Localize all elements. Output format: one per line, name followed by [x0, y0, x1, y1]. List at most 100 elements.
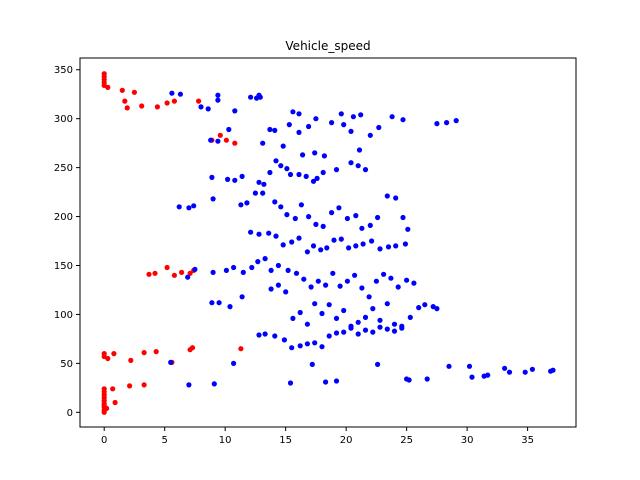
data-point [267, 126, 273, 133]
data-point [329, 120, 335, 126]
data-point [301, 276, 307, 282]
y-tick-label: 150 [54, 261, 73, 272]
data-point [211, 381, 217, 387]
data-point [358, 112, 364, 118]
data-point [359, 225, 365, 231]
y-tick-label: 100 [54, 310, 73, 321]
data-point [280, 143, 286, 149]
data-point [362, 314, 369, 320]
data-point [267, 169, 273, 176]
data-point [281, 337, 287, 343]
data-point [384, 193, 390, 199]
data-point [312, 340, 318, 346]
x-tick-label: 35 [521, 435, 534, 446]
data-point [318, 247, 324, 253]
data-point [422, 302, 428, 308]
data-point [362, 167, 369, 173]
data-point [105, 84, 111, 90]
data-point [260, 140, 266, 146]
data-point [356, 147, 363, 153]
data-point [359, 285, 365, 291]
data-point [240, 269, 246, 275]
data-point [384, 301, 390, 307]
data-point [298, 202, 304, 208]
data-point [381, 271, 387, 277]
data-point [367, 222, 373, 228]
data-point [177, 91, 183, 97]
data-point [319, 310, 325, 317]
data-point [323, 282, 329, 288]
data-point [176, 204, 182, 210]
x-tick-label: 25 [400, 435, 413, 446]
data-point [485, 372, 491, 378]
data-point [139, 103, 145, 109]
data-point [131, 89, 137, 95]
data-point [346, 245, 352, 251]
data-point [171, 98, 177, 104]
x-tick-label: 20 [340, 435, 353, 446]
data-point [424, 376, 430, 382]
x-tick-label: 30 [461, 435, 474, 446]
data-point [248, 229, 254, 235]
data-point [341, 122, 347, 128]
data-point [210, 269, 216, 275]
data-point [179, 269, 185, 275]
data-point [377, 324, 383, 330]
data-point [128, 357, 134, 363]
data-point [376, 124, 382, 131]
data-point [239, 294, 245, 300]
data-point [216, 300, 222, 306]
data-point [290, 109, 296, 115]
data-point [313, 221, 319, 227]
data-point [321, 153, 327, 159]
points-layer [101, 71, 556, 415]
data-point [395, 284, 401, 290]
data-point [111, 351, 117, 357]
y-tick-label: 250 [54, 163, 73, 174]
data-point [400, 117, 406, 123]
data-point [353, 243, 359, 249]
data-point [444, 120, 450, 126]
data-point [141, 350, 147, 356]
data-point [124, 105, 130, 111]
data-point [375, 361, 381, 367]
data-point [273, 233, 279, 239]
data-point [287, 171, 294, 178]
data-point [256, 332, 262, 338]
data-point [310, 178, 317, 184]
data-point [152, 270, 158, 276]
y-tick-label: 200 [54, 212, 73, 223]
data-point [416, 305, 422, 311]
data-point [348, 160, 354, 166]
data-point [164, 264, 170, 271]
data-point [198, 104, 204, 110]
data-point [348, 128, 354, 134]
y-tick-label: 350 [54, 65, 73, 76]
data-point [303, 173, 309, 179]
data-point [290, 315, 296, 321]
data-point [292, 215, 298, 222]
data-point [278, 204, 284, 210]
data-point [238, 346, 244, 352]
data-point [284, 212, 290, 218]
data-point [373, 278, 379, 284]
data-point [186, 382, 192, 388]
data-point [225, 176, 231, 182]
data-point [320, 223, 326, 229]
data-point [331, 237, 337, 243]
data-point [309, 361, 315, 367]
data-point [256, 179, 262, 185]
plot-frame [79, 57, 577, 428]
data-point [261, 181, 267, 187]
data-point [289, 239, 295, 245]
data-point [286, 122, 292, 128]
data-point [326, 302, 332, 308]
data-point [355, 163, 361, 169]
data-point [168, 359, 174, 365]
data-point [337, 283, 343, 289]
data-point [388, 275, 394, 281]
data-point [304, 321, 310, 327]
data-point [384, 326, 390, 332]
data-point [266, 230, 272, 236]
